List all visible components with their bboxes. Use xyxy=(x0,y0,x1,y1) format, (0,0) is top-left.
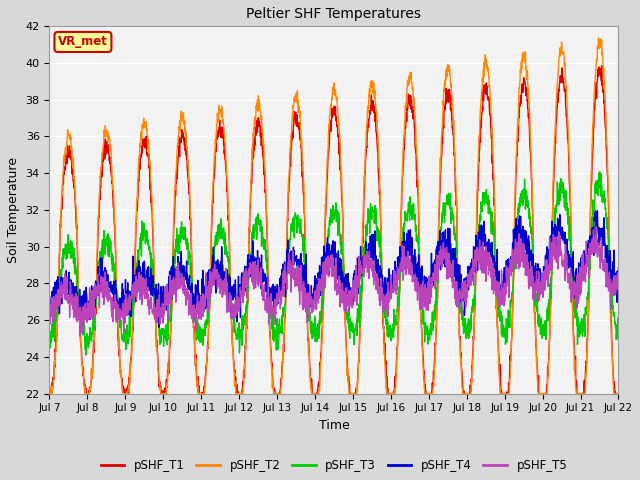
Legend: pSHF_T1, pSHF_T2, pSHF_T3, pSHF_T4, pSHF_T5: pSHF_T1, pSHF_T2, pSHF_T3, pSHF_T4, pSHF… xyxy=(96,455,572,477)
Title: Peltier SHF Temperatures: Peltier SHF Temperatures xyxy=(246,7,422,21)
Text: VR_met: VR_met xyxy=(58,36,108,48)
Y-axis label: Soil Temperature: Soil Temperature xyxy=(7,157,20,263)
X-axis label: Time: Time xyxy=(319,419,349,432)
